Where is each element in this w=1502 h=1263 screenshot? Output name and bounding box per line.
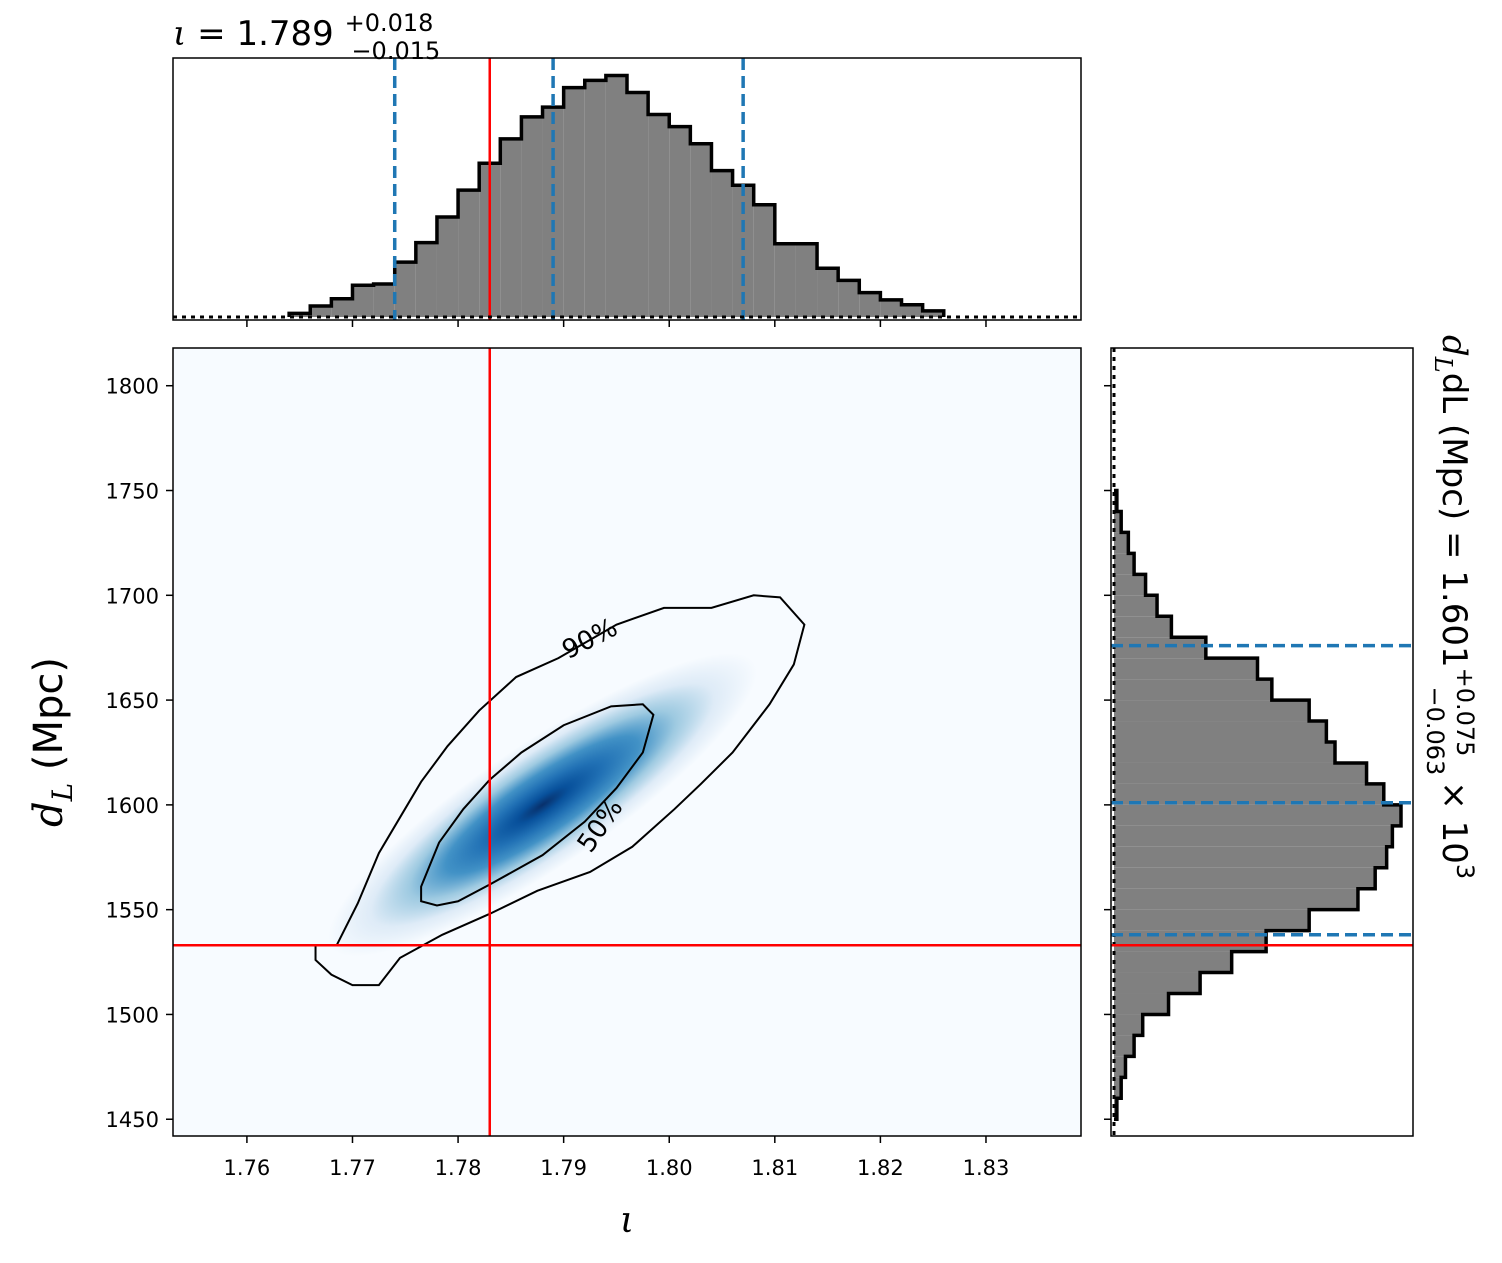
- top-title: ι = 1.789 +0.018 −0.015: [173, 9, 440, 65]
- joint-panel-frame: [172, 347, 1082, 1137]
- top-hist-bar: [563, 87, 585, 317]
- right-hist-bar: [1114, 532, 1129, 554]
- y-tick-label: 1700: [106, 584, 159, 608]
- right-hist-bar: [1114, 616, 1172, 638]
- right-hist-bar: [1114, 658, 1258, 680]
- right-hist-bar: [1114, 909, 1310, 931]
- right-hist-bar: [1114, 846, 1387, 868]
- right-hist-bar: [1114, 804, 1401, 826]
- top-title-main: = 1.789: [186, 14, 333, 54]
- joint-panel: 90%50% 1.76 1.77 1.78 1.79 1.80 1.81 1.82 1.83 …: [26, 347, 1082, 1241]
- top-hist-bar: [289, 313, 311, 317]
- top-title-sub: −0.015: [351, 37, 440, 65]
- top-hist-bar: [584, 80, 606, 317]
- x-axis-label: ι: [620, 1200, 634, 1241]
- top-hist-bar: [732, 185, 754, 317]
- top-hist-bar: [373, 284, 395, 317]
- top-hist-bar: [711, 170, 733, 317]
- y-tick-label: 1800: [106, 375, 159, 399]
- contour-line: [314, 594, 806, 987]
- top-hist-bar: [415, 242, 437, 317]
- right-hist-bar: [1114, 637, 1206, 659]
- right-hist-outline: [1114, 488, 1403, 1121]
- y-tick-label: 1750: [106, 480, 159, 504]
- y-tick-label: 1650: [106, 689, 159, 713]
- top-hist-bar: [795, 243, 818, 317]
- top-hist-bar: [817, 268, 839, 317]
- top-title-sup: +0.018: [345, 9, 434, 37]
- top-quantile-lines: [392, 58, 745, 320]
- top-panel-frame: [172, 57, 1082, 321]
- top-hist-bar: [436, 216, 459, 317]
- x-tick-label: 1.79: [540, 1156, 587, 1180]
- right-hist-bar: [1114, 721, 1327, 742]
- y-tick-label: 1450: [106, 1108, 159, 1132]
- top-hist-bar: [458, 190, 480, 317]
- top-hist-bar: [605, 75, 627, 317]
- right-hist-bar: [1114, 867, 1376, 889]
- right-quantile-lines: [1111, 643, 1413, 937]
- top-hist-bar: [521, 116, 543, 317]
- right-hist-bar: [1114, 825, 1393, 847]
- right-hist-bar: [1114, 783, 1384, 805]
- top-hist-bar: [859, 292, 881, 317]
- top-hist-bar: [774, 243, 796, 317]
- right-hist-bar: [1114, 951, 1232, 973]
- x-tick-label: 1.80: [646, 1156, 693, 1180]
- top-hist-bar: [648, 114, 670, 317]
- top-hist-bar: [690, 143, 712, 317]
- right-title: dLdL (Mpc) = 1.601+0.075−0.063× 103: [1421, 335, 1479, 879]
- right-hist-bar: [1114, 679, 1272, 701]
- top-hist-bar: [500, 138, 522, 317]
- top-hist-bar: [880, 299, 902, 317]
- top-hist-bar: [352, 285, 374, 317]
- top-hist-bar: [753, 204, 775, 317]
- top-x-ticks: [246, 320, 987, 327]
- x-tick-label: 1.77: [329, 1156, 376, 1180]
- top-hist-bar: [901, 304, 923, 317]
- top-hist-bar: [838, 280, 860, 317]
- top-hist-bar: [669, 126, 691, 318]
- top-hist-bar: [922, 310, 944, 317]
- right-hist-bar: [1114, 700, 1310, 722]
- top-histogram: [287, 73, 946, 318]
- x-tick-label: 1.81: [751, 1156, 798, 1180]
- right-hist-bar: [1114, 511, 1122, 533]
- right-hist-bar: [1114, 595, 1158, 617]
- top-hist-bar: [394, 262, 416, 317]
- x-tick-label: 1.76: [224, 1156, 271, 1180]
- right-hist-bar: [1114, 1014, 1143, 1036]
- x-tick-label: 1.78: [435, 1156, 482, 1180]
- right-hist-bar: [1114, 972, 1201, 994]
- right-hist-bar: [1114, 1035, 1135, 1057]
- right-hist-bar: [1114, 574, 1146, 596]
- joint-x-ticks: 1.76 1.77 1.78 1.79 1.80 1.81 1.82 1.83: [224, 1136, 1010, 1180]
- y-axis-label: dL (Mpc): [26, 657, 79, 827]
- right-histogram: [1114, 488, 1403, 1121]
- top-hist-bar: [310, 306, 332, 317]
- top-hist-bar: [627, 92, 649, 318]
- right-panel-frame: [1110, 347, 1414, 1137]
- contour-line: [420, 703, 655, 907]
- right-title-main: dL (Mpc) = 1.601: [1434, 373, 1474, 668]
- right-hist-bar: [1114, 553, 1135, 575]
- x-tick-label: 1.83: [963, 1156, 1010, 1180]
- right-hist-bar: [1114, 742, 1335, 763]
- x-tick-label: 1.82: [857, 1156, 904, 1180]
- right-hist-bar: [1114, 888, 1358, 910]
- joint-y-ticks: 1450 1500 1550 1600 1650 1700 1750 1800: [106, 375, 173, 1132]
- right-hist-bar: [1114, 762, 1367, 784]
- right-marginal-panel: dLdL (Mpc) = 1.601+0.075−0.063× 103: [1104, 335, 1479, 1137]
- right-hist-bar: [1114, 993, 1169, 1015]
- y-tick-label: 1600: [106, 794, 159, 818]
- right-y-ticks: [1104, 384, 1111, 1120]
- right-hist-bar: [1114, 1077, 1122, 1099]
- y-tick-label: 1500: [106, 1003, 159, 1027]
- right-hist-bar: [1114, 1056, 1126, 1078]
- top-marginal-panel: ι = 1.789 +0.018 −0.015: [172, 9, 1082, 327]
- top-hist-bar: [331, 298, 353, 317]
- iota-symbol: ι: [173, 14, 186, 54]
- y-tick-label: 1550: [106, 899, 159, 923]
